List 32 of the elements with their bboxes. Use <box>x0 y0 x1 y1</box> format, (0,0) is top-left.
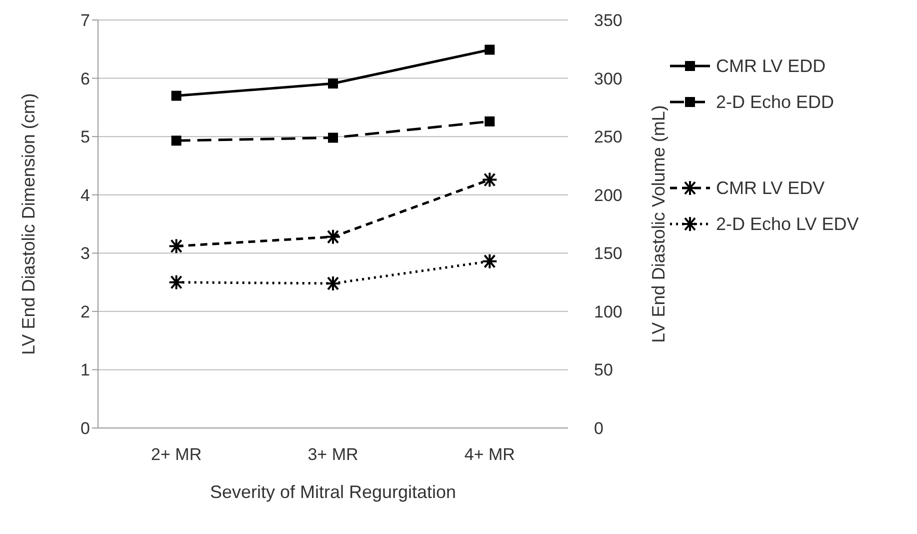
y-axis-title: LV End Diastolic Dimension (cm) <box>18 93 38 355</box>
y2-tick-label: 300 <box>594 69 622 88</box>
y-tick-label: 3 <box>80 244 90 264</box>
y2-axis-title: LV End Diastolic Volume (mL) <box>648 105 668 343</box>
y2-tick-label: 50 <box>594 360 613 380</box>
y2-tick-label: 350 <box>594 11 622 30</box>
y-tick-label: 4 <box>80 186 90 205</box>
x-tick-label: 4+ MR <box>464 445 515 464</box>
y2-tick-label: 250 <box>594 128 622 147</box>
legend-label: CMR LV EDD <box>716 56 826 76</box>
y-tick-label: 0 <box>80 419 90 438</box>
x-tick-label: 2+ MR <box>151 445 202 464</box>
y-tick-label: 2 <box>80 302 90 322</box>
y-tick-label: 6 <box>80 69 90 88</box>
point <box>328 132 338 143</box>
x-axis-title: Severity of Mitral Regurgitation <box>210 482 456 502</box>
y2-tick-label: 100 <box>594 302 622 322</box>
point <box>484 44 495 55</box>
legend-label: 2-D Echo EDD <box>716 92 834 112</box>
y2-tick-label: 150 <box>594 244 622 264</box>
x-tick-label: 3+ MR <box>308 445 358 464</box>
legend-label: CMR LV EDV <box>716 178 825 198</box>
point <box>171 136 182 146</box>
y-tick-label: 7 <box>80 11 90 30</box>
y-tick-label: 5 <box>80 128 90 147</box>
y2-tick-label: 200 <box>594 186 622 205</box>
y2-tick-label: 0 <box>594 419 604 438</box>
y-tick-label: 1 <box>80 360 90 380</box>
point <box>484 116 495 126</box>
legend-label: 2-D Echo LV EDV <box>716 214 859 234</box>
point <box>171 90 182 101</box>
point <box>328 78 338 89</box>
